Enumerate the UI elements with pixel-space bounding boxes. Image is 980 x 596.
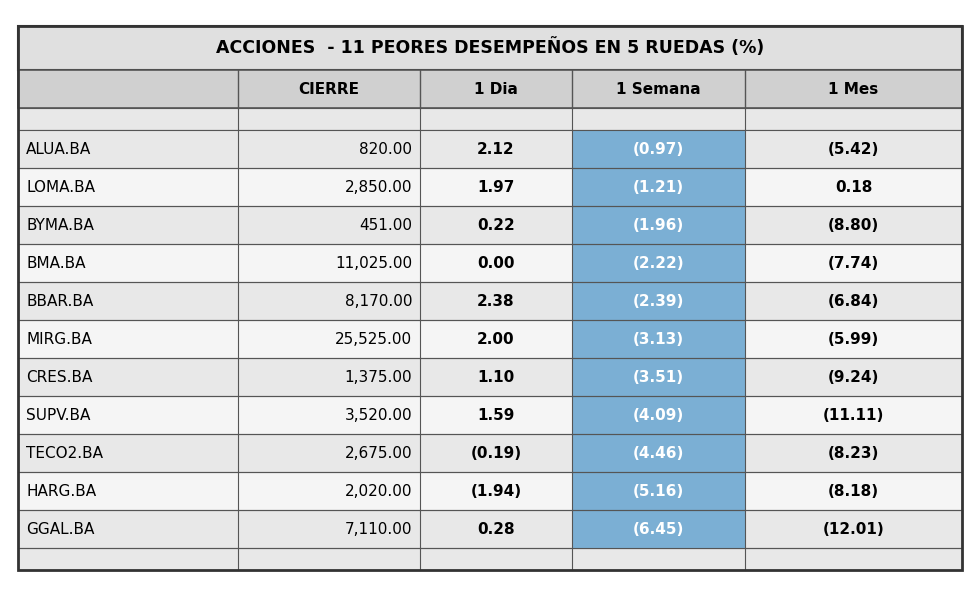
Text: (3.13): (3.13) [633,331,684,346]
Text: 0.18: 0.18 [835,179,872,194]
Text: 1.59: 1.59 [477,408,514,423]
Bar [572,244,745,282]
Bar [18,358,962,396]
Bar [18,434,962,472]
Bar [572,130,745,168]
Text: (0.19): (0.19) [470,445,521,461]
Text: (8.18): (8.18) [828,483,879,498]
Text: (2.39): (2.39) [633,293,684,309]
Text: 25,525.00: 25,525.00 [335,331,412,346]
Text: 0.28: 0.28 [477,522,514,536]
Text: (8.23): (8.23) [828,445,879,461]
Text: (5.16): (5.16) [633,483,684,498]
Text: (4.09): (4.09) [633,408,684,423]
Bar [18,396,962,434]
Bar [18,70,962,108]
Text: 0.22: 0.22 [477,218,514,232]
Text: 11,025.00: 11,025.00 [335,256,412,271]
Text: (1.96): (1.96) [633,218,684,232]
Text: (2.22): (2.22) [633,256,684,271]
Text: (8.80): (8.80) [828,218,879,232]
Text: 820.00: 820.00 [359,141,412,157]
Text: 1 Mes: 1 Mes [828,82,879,97]
Text: BBAR.BA: BBAR.BA [26,293,93,309]
Bar [18,510,962,548]
Bar [572,206,745,244]
Text: (5.42): (5.42) [828,141,879,157]
Text: 2.00: 2.00 [477,331,514,346]
Text: 1 Dia: 1 Dia [474,82,518,97]
Text: 7,110.00: 7,110.00 [345,522,412,536]
Bar [572,434,745,472]
Text: 1,375.00: 1,375.00 [344,370,412,384]
Text: TECO2.BA: TECO2.BA [26,445,103,461]
Text: 1 Semana: 1 Semana [616,82,701,97]
Bar [572,358,745,396]
Text: (9.24): (9.24) [828,370,879,384]
Bar [572,168,745,206]
Text: (1.94): (1.94) [470,483,521,498]
Text: ACCIONES  - 11 PEORES DESEMPEÑOS EN 5 RUEDAS (%): ACCIONES - 11 PEORES DESEMPEÑOS EN 5 RUE… [216,39,764,57]
Bar [18,244,962,282]
Text: ALUA.BA: ALUA.BA [26,141,91,157]
Bar [572,472,745,510]
Text: LOMA.BA: LOMA.BA [26,179,95,194]
Bar [18,358,962,396]
Bar [18,168,962,206]
Bar [18,206,962,244]
Text: SUPV.BA: SUPV.BA [26,408,90,423]
Text: HARG.BA: HARG.BA [26,483,96,498]
Bar [18,434,962,472]
Text: (1.21): (1.21) [633,179,684,194]
Bar [18,510,962,548]
Text: 1.97: 1.97 [477,179,514,194]
Bar [18,70,962,108]
Bar [18,130,962,168]
Bar [18,244,962,282]
Bar [18,282,962,320]
Text: (6.45): (6.45) [633,522,684,536]
Bar [572,510,745,548]
Text: 0.00: 0.00 [477,256,514,271]
Text: 2.38: 2.38 [477,293,514,309]
Text: 2,675.00: 2,675.00 [344,445,412,461]
Text: 451.00: 451.00 [359,218,412,232]
Bar [18,130,962,168]
Text: (0.97): (0.97) [633,141,684,157]
Text: MIRG.BA: MIRG.BA [26,331,92,346]
Text: 3,520.00: 3,520.00 [344,408,412,423]
Text: 2.12: 2.12 [477,141,514,157]
Bar [18,168,962,206]
Bar [18,26,962,70]
Text: (3.51): (3.51) [633,370,684,384]
Text: CIERRE: CIERRE [299,82,360,97]
Bar [572,396,745,434]
Text: BMA.BA: BMA.BA [26,256,85,271]
Text: GGAL.BA: GGAL.BA [26,522,94,536]
Text: (11.11): (11.11) [823,408,884,423]
Text: (6.84): (6.84) [828,293,879,309]
Text: (12.01): (12.01) [822,522,884,536]
Bar [18,472,962,510]
Text: 2,020.00: 2,020.00 [345,483,412,498]
Text: BYMA.BA: BYMA.BA [26,218,94,232]
Text: (7.74): (7.74) [828,256,879,271]
Text: 8,170.00: 8,170.00 [345,293,412,309]
Bar [18,472,962,510]
Text: 1.10: 1.10 [477,370,514,384]
Bar [18,320,962,358]
Bar [18,282,962,320]
Text: (4.46): (4.46) [633,445,684,461]
Bar [572,320,745,358]
Bar [18,548,962,570]
Text: 2,850.00: 2,850.00 [345,179,412,194]
Bar [18,108,962,130]
Bar [18,396,962,434]
Bar [572,282,745,320]
Text: CRES.BA: CRES.BA [26,370,92,384]
Bar [18,320,962,358]
Text: (5.99): (5.99) [828,331,879,346]
Bar [18,206,962,244]
